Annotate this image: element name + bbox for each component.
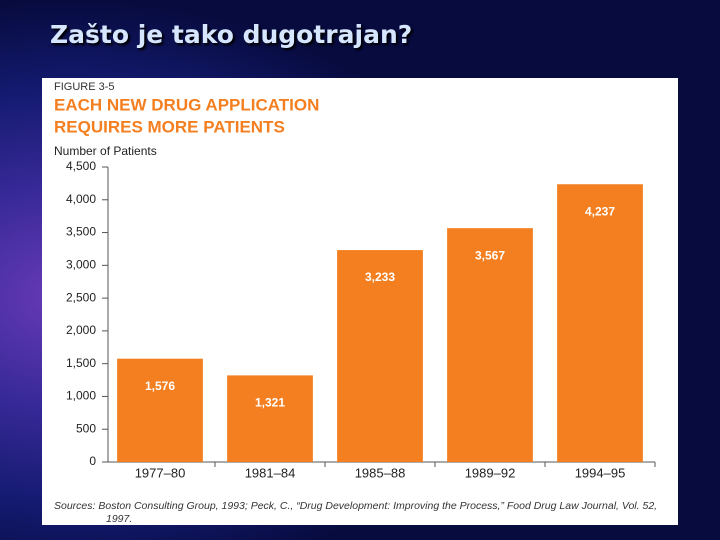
y-tick-label: 1,500 [66, 356, 96, 370]
x-tick-label: 1985–88 [355, 465, 406, 480]
value-label: 1,576 [145, 379, 175, 393]
chart-title: REQUIRES MORE PATIENTS [54, 117, 285, 136]
y-axis-label: Number of Patients [54, 144, 157, 158]
value-label: 4,237 [585, 204, 615, 218]
y-tick-label: 1,000 [66, 389, 96, 403]
chart-title: EACH NEW DRUG APPLICATION [54, 95, 319, 114]
source-note: Sources: Boston Consulting Group, 1993; … [54, 500, 658, 525]
value-label: 3,233 [365, 270, 395, 284]
x-tick-label: 1981–84 [245, 465, 296, 480]
slide-title: Zašto je tako dugotrajan? [50, 20, 413, 49]
value-label: 1,321 [255, 396, 285, 410]
bar [337, 250, 423, 462]
bar [557, 184, 643, 463]
x-tick-label: 1989–92 [465, 465, 516, 480]
bar [227, 375, 313, 462]
bar [447, 228, 533, 462]
y-tick-label: 2,500 [66, 290, 96, 304]
figure-label: FIGURE 3-5 [54, 81, 115, 93]
bar [117, 358, 203, 462]
y-tick-label: 500 [76, 421, 96, 435]
y-tick-label: 4,500 [66, 159, 96, 173]
x-tick-label: 1994–95 [575, 465, 626, 480]
x-tick-label: 1977–80 [135, 465, 186, 480]
y-tick-label: 3,500 [66, 225, 96, 239]
y-tick-label: 3,000 [66, 258, 96, 272]
y-tick-label: 2,000 [66, 323, 96, 337]
y-tick-label: 0 [89, 454, 96, 468]
y-tick-label: 4,000 [66, 192, 96, 206]
value-label: 3,567 [475, 248, 505, 262]
